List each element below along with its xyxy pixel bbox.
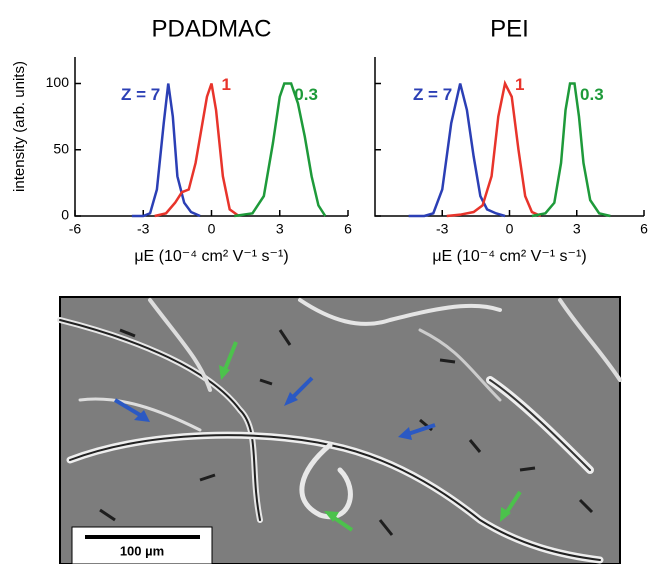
chart-title: PDADMAC — [151, 15, 271, 42]
y-tick-label: 50 — [53, 140, 69, 156]
series-label: 1 — [222, 75, 231, 94]
x-tick-label: -3 — [436, 221, 449, 237]
x-axis-label: μE (10⁻⁴ cm² V⁻¹ s⁻¹) — [432, 248, 586, 265]
series-line — [531, 82, 611, 218]
axis-frame — [374, 57, 644, 217]
series-line — [446, 79, 542, 218]
series-line — [234, 82, 327, 218]
series-line — [154, 83, 240, 218]
x-tick-label: 3 — [276, 221, 284, 237]
series-line — [408, 83, 506, 218]
x-tick-label: 0 — [208, 221, 216, 237]
x-tick-label: 0 — [506, 221, 514, 237]
x-tick-label: 3 — [573, 221, 581, 237]
x-axis-label: μE (10⁻⁴ cm² V⁻¹ s⁻¹) — [134, 248, 288, 265]
scale-label: 100 µm — [120, 543, 164, 558]
y-axis-label: intensity (arb. units) — [11, 61, 28, 192]
series-label: Z = 7 — [413, 85, 452, 104]
x-tick-label: -6 — [69, 221, 82, 237]
arrows — [113, 341, 522, 532]
series-label: 0.3 — [294, 85, 318, 104]
chart-title: PEI — [490, 15, 529, 42]
series-label: Z = 7 — [121, 85, 160, 104]
axis-frame — [74, 57, 348, 217]
series-line — [131, 83, 201, 218]
x-tick-label: 6 — [640, 221, 648, 237]
series-label: 0.3 — [580, 85, 604, 104]
fibers — [57, 298, 622, 564]
y-tick-label: 100 — [46, 74, 70, 90]
x-tick-label: -3 — [137, 221, 150, 237]
y-tick-label: 0 — [61, 207, 69, 223]
x-tick-label: 6 — [344, 221, 352, 237]
series-label: 1 — [515, 75, 524, 94]
